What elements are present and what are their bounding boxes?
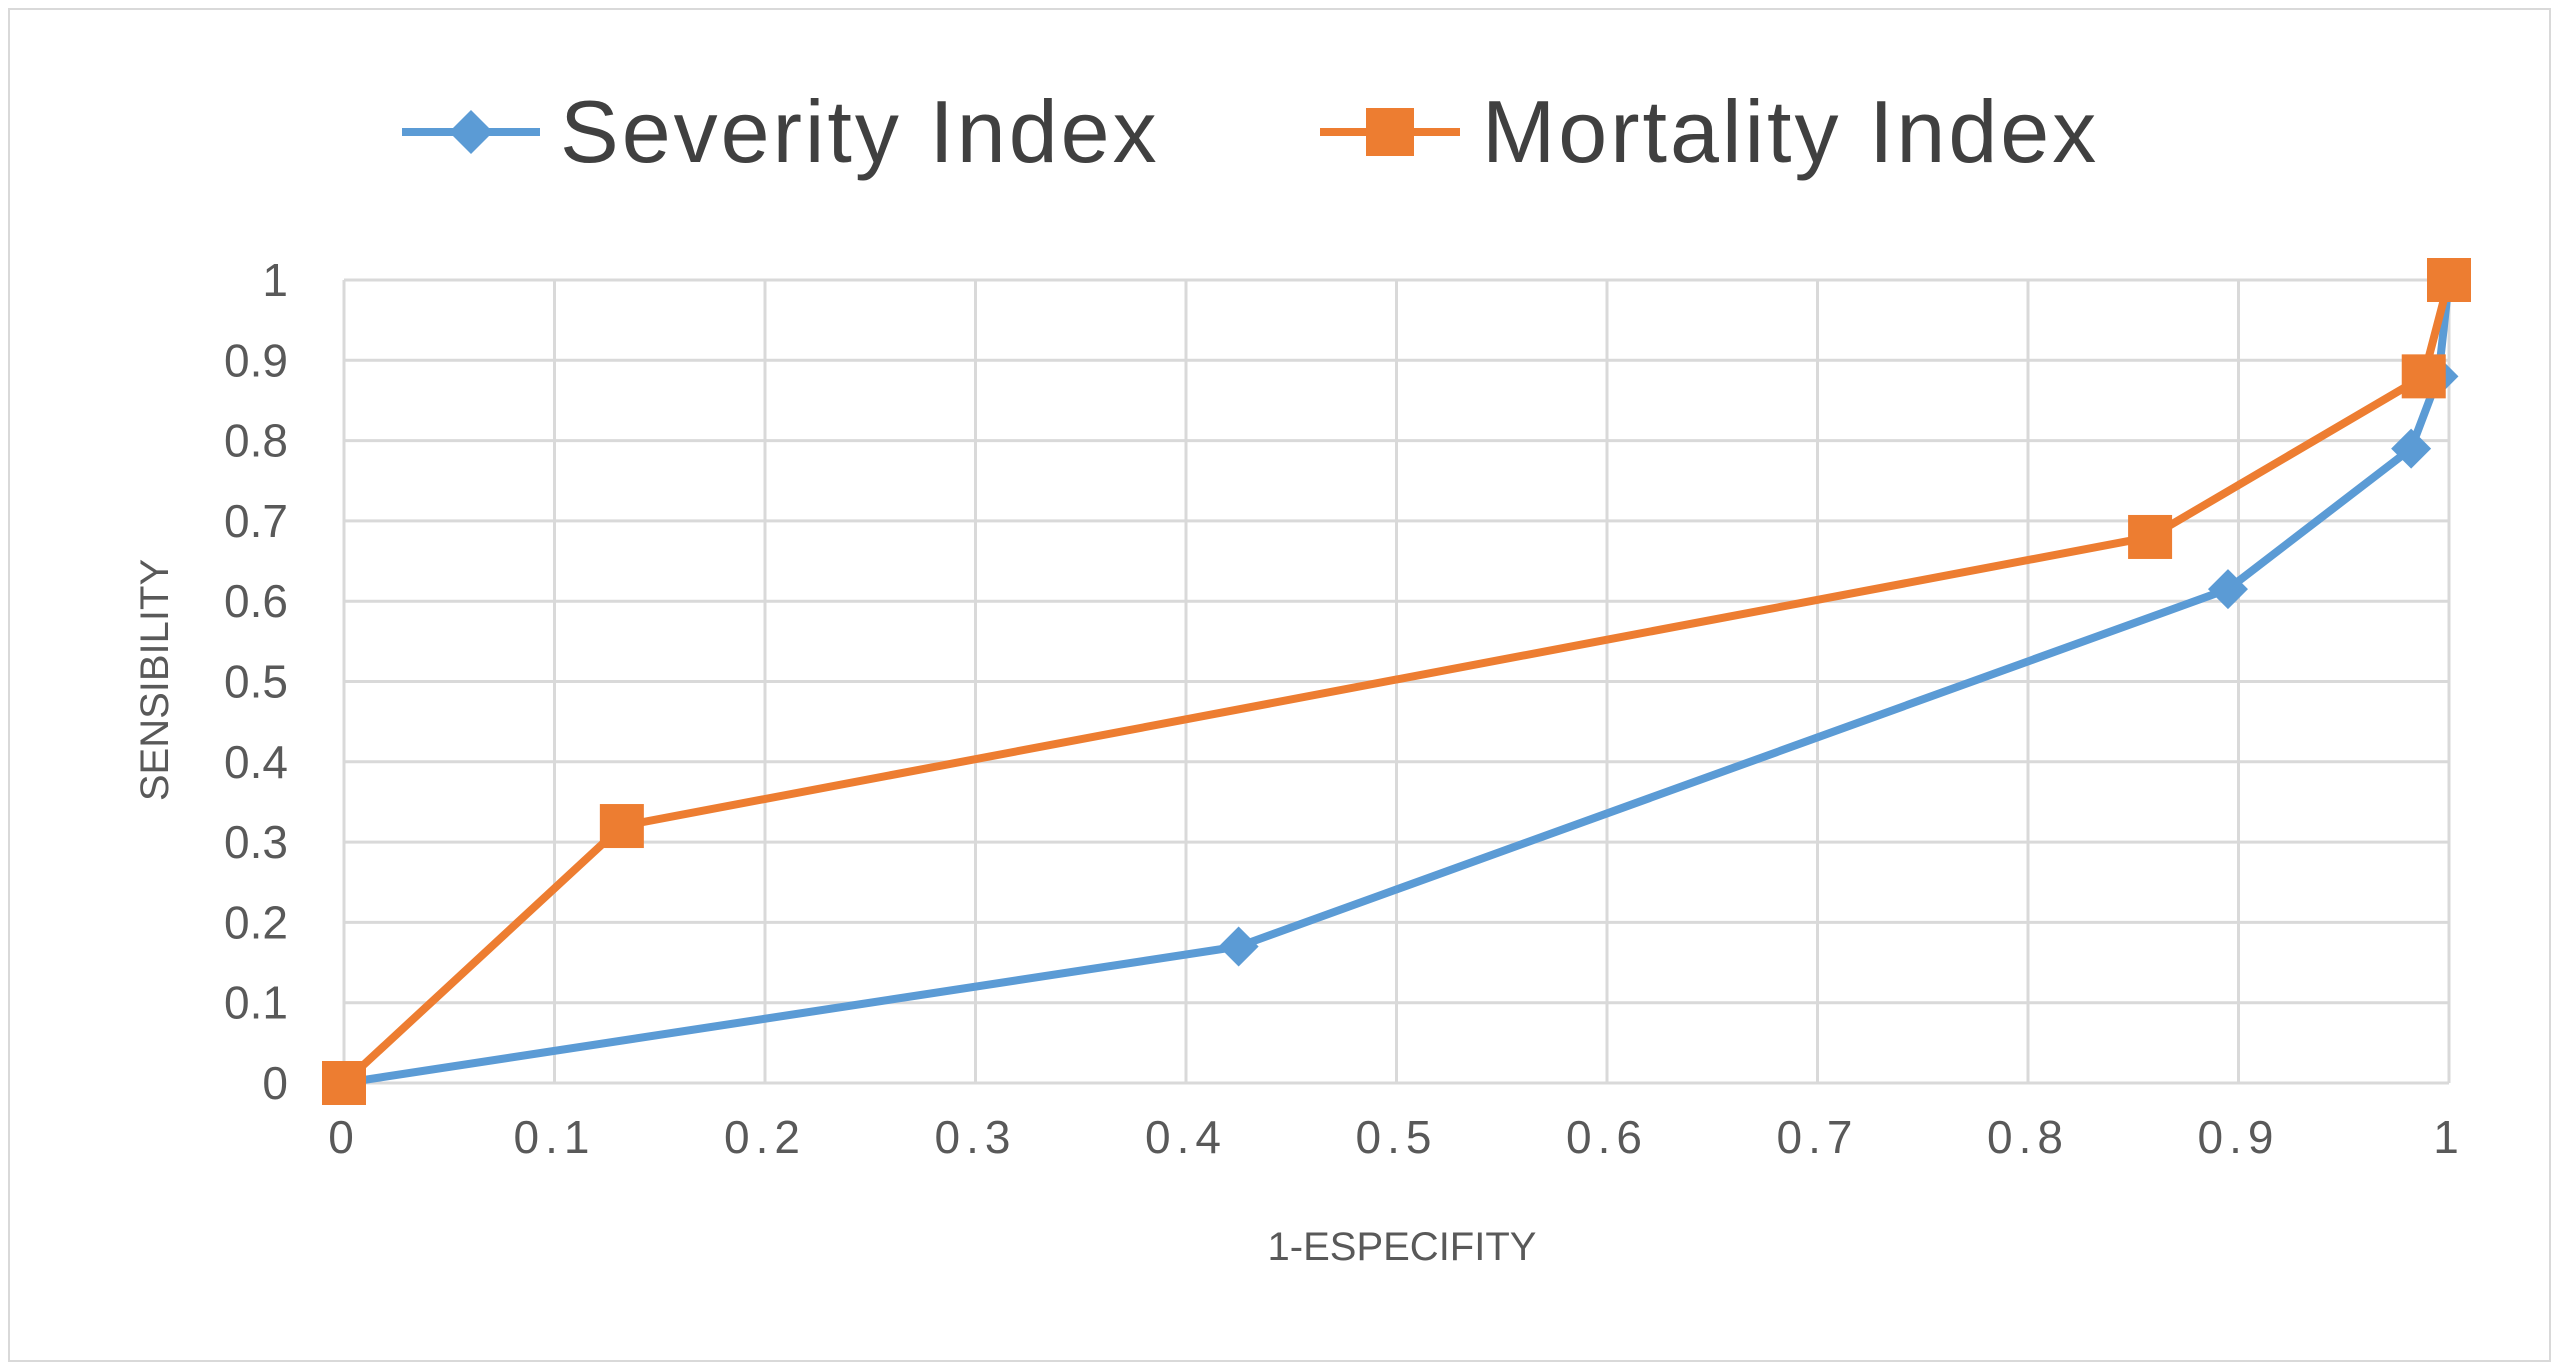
y-tick-label: 0.9 bbox=[224, 334, 288, 386]
x-tick-label: 0.2 bbox=[724, 1111, 806, 1163]
y-tick-label: 0.5 bbox=[224, 656, 288, 708]
x-tick-label: 0 bbox=[328, 1111, 360, 1163]
y-tick-label: 0 bbox=[262, 1057, 288, 1109]
x-tick-label: 0.1 bbox=[514, 1111, 596, 1163]
series-layer bbox=[322, 258, 2471, 1105]
y-tick-label: 0.2 bbox=[224, 896, 288, 948]
x-tick-label: 0.8 bbox=[1987, 1111, 2069, 1163]
mortality-point-0 bbox=[322, 1061, 366, 1105]
y-tick-label: 0.8 bbox=[224, 415, 288, 467]
legend: Severity Index Mortality Index bbox=[402, 82, 2099, 181]
legend-marker-square bbox=[1366, 108, 1414, 156]
series-1 bbox=[322, 258, 2471, 1105]
legend-item-0: Severity Index bbox=[402, 82, 1160, 181]
legend-marker-diamond bbox=[449, 110, 493, 154]
x-tick-label: 0.7 bbox=[1777, 1111, 1859, 1163]
y-axis-title: SENSIBILITY bbox=[133, 559, 177, 801]
mortality-point-1 bbox=[599, 804, 644, 849]
mortality-point-3 bbox=[2401, 354, 2446, 399]
x-axis-title: 1-ESPECIFITY bbox=[1268, 1225, 1537, 1269]
severity-point-3 bbox=[2391, 428, 2432, 469]
legend-label: Mortality Index bbox=[1482, 82, 2099, 181]
x-tick-label: 0.5 bbox=[1356, 1111, 1438, 1163]
y-tick-label: 0.7 bbox=[224, 495, 288, 547]
x-tick-label: 0.3 bbox=[935, 1111, 1017, 1163]
legend-item-1: Mortality Index bbox=[1320, 82, 2099, 181]
mortality-point-2 bbox=[2128, 514, 2173, 559]
x-tick-label: 0.4 bbox=[1145, 1111, 1227, 1163]
y-tick-label: 0.6 bbox=[224, 575, 288, 627]
x-tick-label: 0.9 bbox=[2198, 1111, 2280, 1163]
y-tick-label: 0.3 bbox=[224, 816, 288, 868]
y-axis-ticks: 0 0.1 0.2 0.3 0.4 0.5 0.6 0.7 0.8 0.9 1 bbox=[224, 254, 288, 1109]
severity-point-2 bbox=[2207, 569, 2248, 610]
y-tick-label: 0.1 bbox=[224, 977, 288, 1029]
y-tick-label: 1 bbox=[262, 254, 288, 306]
x-tick-label: 0.6 bbox=[1566, 1111, 1648, 1163]
grid bbox=[342, 278, 2451, 1085]
chart-frame bbox=[8, 8, 2551, 1362]
mortality-point-4 bbox=[2427, 258, 2471, 302]
x-tick-label: 1 bbox=[2433, 1111, 2465, 1163]
severity-point-1 bbox=[1218, 926, 1259, 967]
y-tick-label: 0.4 bbox=[224, 736, 288, 788]
x-axis-ticks: 0 0.1 0.2 0.3 0.4 0.5 0.6 0.7 0.8 0.9 1 bbox=[328, 1111, 2465, 1163]
legend-label: Severity Index bbox=[560, 82, 1160, 181]
